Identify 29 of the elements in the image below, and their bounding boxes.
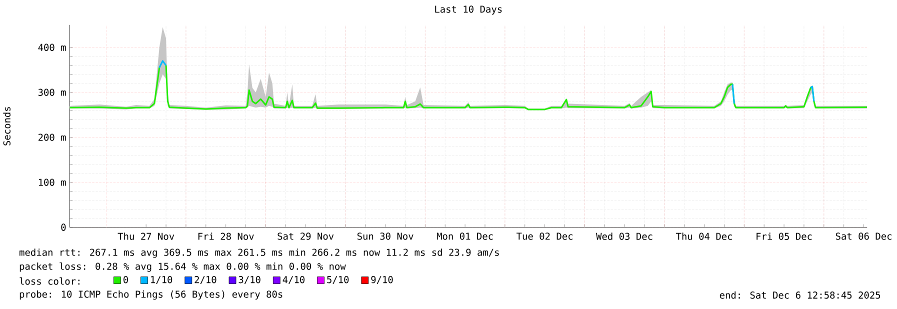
x-tick-label: Fri 28 Nov: [198, 232, 254, 240]
chart-title: Last 10 Days: [435, 6, 502, 15]
legend-label: 4/10: [282, 276, 305, 284]
y-tick-label: 0: [61, 224, 66, 231]
x-tick-label: Thu 04 Dec: [676, 232, 732, 240]
legend-label: 3/10: [238, 276, 260, 284]
text: packet loss: 0.28 % avg 15.64 % max 0.00 % min 0.00 % now: [20, 262, 346, 272]
x-tick-label: Fri 05 Dec: [756, 232, 812, 240]
x-tick-label: Sat 06 Dec: [836, 232, 892, 240]
text: median rtt: 267.1 ms avg 369.5 ms max 261.5 ms min 266.2 ms now 11.2 ms sd 23.9 am/s: [20, 248, 499, 258]
x-tick-label: Mon 01 Dec: [436, 232, 493, 240]
legend-title: loss color:: [20, 277, 80, 285]
y-tick-label: 100 m: [38, 178, 66, 186]
x-tick-label: Sat 29 Nov: [278, 232, 334, 240]
x-tick-label: Wed 03 Dec: [596, 232, 652, 240]
legend-label: 0: [124, 276, 128, 284]
legend-label: 1/10: [151, 276, 172, 284]
text: end: Sat Dec 6 12:58:45 2025: [720, 291, 880, 299]
y-axis-title: Seconds: [3, 107, 10, 146]
legend-label: 5/10: [327, 276, 349, 284]
x-tick-label: Tue 02 Dec: [516, 232, 573, 240]
y-tick-label: 200 m: [38, 134, 66, 141]
x-tick-label: Sun 30 Nov: [357, 232, 414, 240]
legend-label: 2/10: [194, 276, 216, 284]
legend-label: 9/10: [371, 276, 393, 284]
y-tick-label: 300 m: [38, 88, 66, 96]
x-tick-label: Thu 27 Nov: [118, 232, 174, 240]
y-tick-label: 400 m: [38, 44, 66, 51]
text: probe: 10 ICMP Echo Pings (56 Bytes) every 80s: [20, 290, 282, 300]
